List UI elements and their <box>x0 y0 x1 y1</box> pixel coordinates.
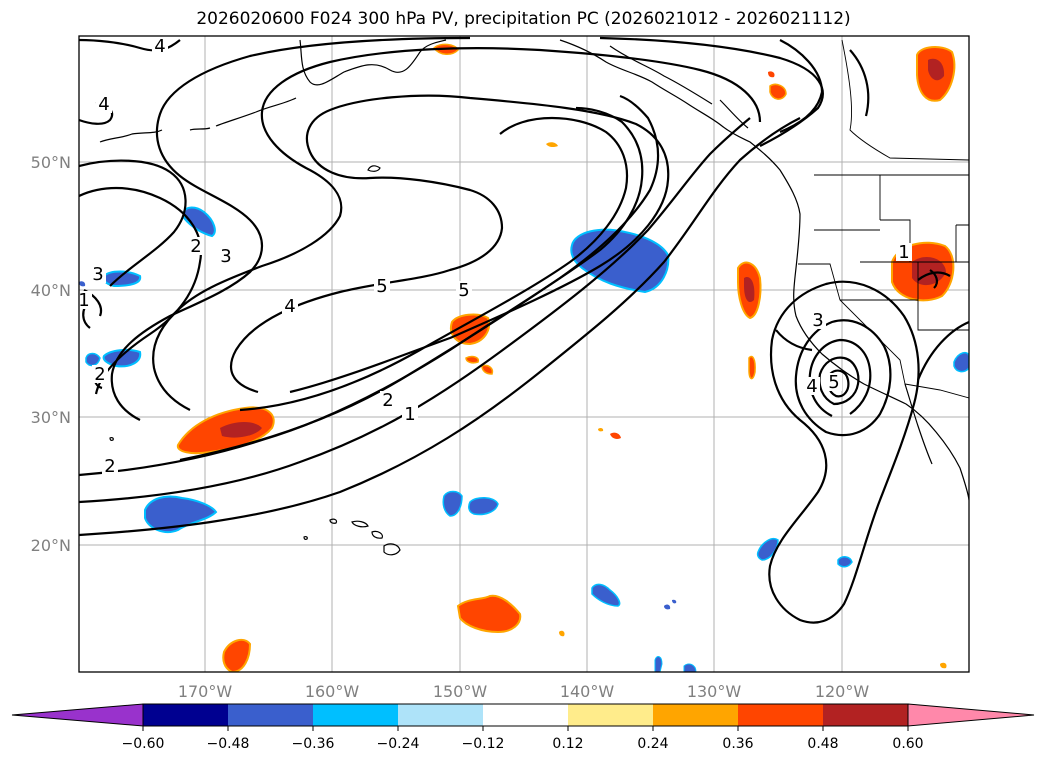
map-title: 2026020600 F024 300 hPa PV, precipitatio… <box>196 9 851 29</box>
contour-label-bg <box>218 247 234 265</box>
colorbar-segment <box>568 704 653 726</box>
colorbar-segment <box>313 704 398 726</box>
lon-tick-label: 160°W <box>305 682 360 701</box>
pv-contours <box>79 36 969 624</box>
contour-label-bg <box>810 311 826 329</box>
contour-label: 3 <box>220 246 231 267</box>
map-frame <box>78 35 970 673</box>
contour-label: 3 <box>92 264 103 285</box>
contour-label: 4 <box>284 296 295 317</box>
contour-label: 4 <box>154 36 165 57</box>
colorbar-frame <box>142 703 909 727</box>
colorbar-segment <box>653 704 738 726</box>
longitude-labels: 170°W 160°W 150°W 140°W 130°W 120°W <box>178 682 870 701</box>
colorbar-tick-label: 0.60 <box>892 736 923 752</box>
contour-label: 4 <box>806 376 817 397</box>
precip-positive-areas <box>176 43 956 672</box>
contour-label-bg <box>102 457 118 475</box>
contour-label: 1 <box>404 404 415 425</box>
lon-tick-label: 150°W <box>433 682 488 701</box>
colorbar-tick-label: 0.36 <box>722 736 753 752</box>
contour-label-bg <box>804 377 820 395</box>
colorbar-tick-label: 0.48 <box>807 736 838 752</box>
lon-tick-label: 130°W <box>687 682 742 701</box>
colorbar-tick-label: −0.60 <box>122 736 165 752</box>
contour-label: 2 <box>104 456 115 477</box>
contour-label-bg <box>90 265 106 283</box>
lat-tick-label: 50°N <box>31 153 71 172</box>
colorbar-segment <box>143 704 228 726</box>
contour-label-bg <box>380 391 396 409</box>
contour-label-bg <box>456 281 472 299</box>
contour-label-bg <box>896 243 912 261</box>
contour-label: 1 <box>898 242 909 263</box>
colorbar-tick-label: −0.12 <box>462 736 505 752</box>
lat-tick-label: 40°N <box>31 281 71 300</box>
contour-label: 5 <box>828 372 839 393</box>
contour-label-bg <box>374 277 390 295</box>
contour-label: 5 <box>458 280 469 301</box>
colorbar-tick-label: 0.24 <box>637 736 668 752</box>
colorbar-segment <box>398 704 483 726</box>
latitude-labels: 50°N 40°N 30°N 20°N <box>31 153 71 555</box>
contour-label: 2 <box>94 364 105 385</box>
contour-label: 2 <box>190 236 201 257</box>
contour-label-bg <box>96 95 112 113</box>
colorbar-segment <box>738 704 823 726</box>
contour-label: 1 <box>78 290 89 311</box>
contour-label-bg <box>826 373 842 391</box>
contour-label-bg <box>152 37 168 55</box>
colorbar-tick-label: 0.12 <box>552 736 583 752</box>
colorbar-tick-label: −0.36 <box>292 736 335 752</box>
colorbar-segment <box>823 704 908 726</box>
contour-label: 3 <box>812 310 823 331</box>
colorbar-tick-label: −0.48 <box>207 736 250 752</box>
lat-tick-label: 30°N <box>31 408 71 427</box>
precip-negative-areas <box>79 206 969 672</box>
contour-label-bg <box>402 405 418 423</box>
contour-label: 2 <box>382 390 393 411</box>
contour-label-bg <box>188 237 204 255</box>
colorbar-segment <box>228 704 313 726</box>
colorbar: −0.60 −0.48 −0.36 −0.24 −0.12 0.12 0.24 0.36 0.4… <box>11 703 1035 752</box>
lat-tick-label: 20°N <box>31 536 71 555</box>
colorbar-segment <box>483 704 568 726</box>
map-background <box>79 36 969 672</box>
colorbar-tick-label: −0.24 <box>377 736 420 752</box>
colorbar-extend-high <box>907 703 1035 727</box>
colorbar-extend-low <box>11 703 144 727</box>
coastlines <box>99 39 969 556</box>
lon-tick-label: 140°W <box>560 682 615 701</box>
contour-label-bg <box>282 297 298 315</box>
contour-label-bg <box>92 365 108 383</box>
contour-label-bg <box>76 291 92 309</box>
contour-label: 5 <box>376 276 387 297</box>
lon-tick-label: 120°W <box>815 682 870 701</box>
lon-tick-label: 170°W <box>178 682 233 701</box>
contour-label: 4 <box>98 94 109 115</box>
